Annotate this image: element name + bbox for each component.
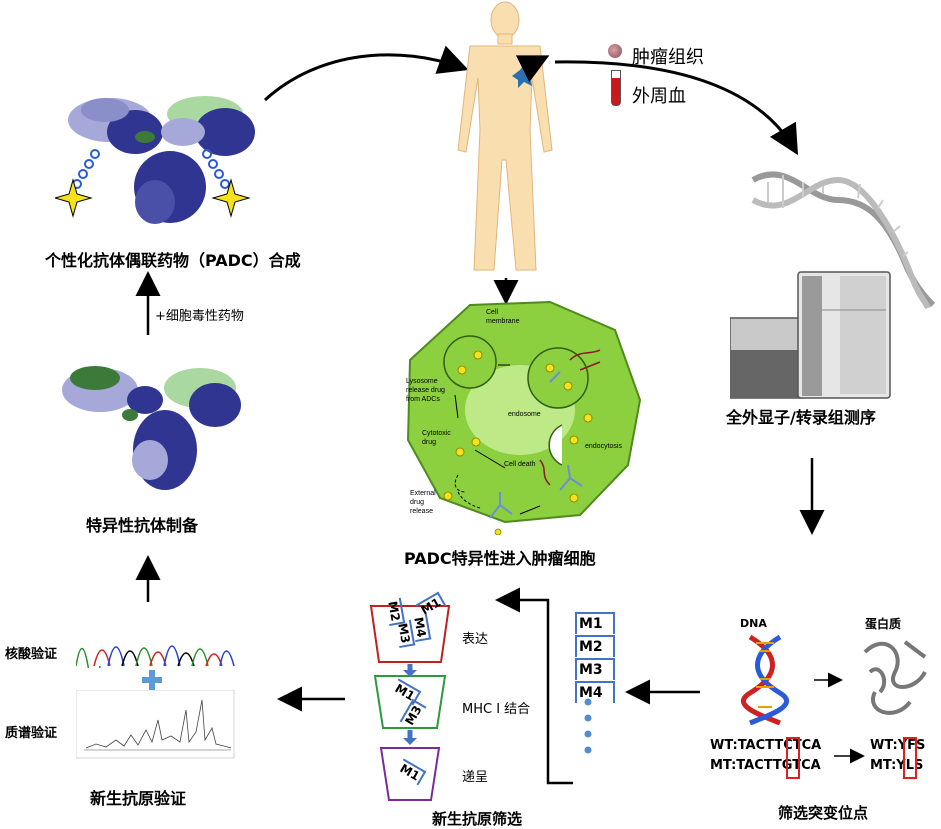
- sequencer-machine: [730, 271, 891, 399]
- tumor-cell-illustration: Cell membrane Lysosome release drug from…: [406, 300, 642, 535]
- sequencing-label: 全外显子/转录组测序: [726, 408, 876, 427]
- arrow-antibody-to-patient: [263, 45, 469, 102]
- peripheral-blood-label: 外周血: [632, 86, 686, 107]
- cytotoxic-drug-label: +细胞毒性药物: [155, 309, 244, 324]
- drug-star-right: [211, 178, 251, 218]
- cytotoxic-drug-cell-label: Cytotoxic: [422, 430, 451, 437]
- antibody-illustration: [62, 366, 241, 490]
- svg-text:membrane: membrane: [486, 318, 520, 325]
- lysosome-label: Lysosome: [406, 378, 438, 385]
- candidate-list: M1 M2 M3 M4: [575, 612, 615, 703]
- arrow-patient-to-sequencing: [554, 60, 799, 156]
- dna-helix-colored: [740, 635, 790, 725]
- protein-wt-sequence: WT:YFS: [870, 738, 926, 753]
- padc-entry-label: PADC特异性进入肿瘤细胞: [404, 549, 596, 568]
- sequencing-chromatogram: [76, 645, 235, 668]
- plus-icon: [142, 670, 162, 690]
- svg-text:from ADCs: from ADCs: [406, 396, 440, 403]
- protein-label: 蛋白质: [865, 617, 902, 631]
- candidate-ellipsis-dots: [584, 698, 592, 754]
- svg-text:drug: drug: [410, 499, 424, 506]
- mass-spectrum: [76, 690, 235, 759]
- dna-helix-illustration: [751, 171, 936, 310]
- endocytosis-label: endocytosis: [585, 443, 622, 450]
- padc-synthesis-label: 个性化抗体偶联药物（PADC）合成: [45, 251, 301, 270]
- tumor-tissue-label: 肿瘤组织: [632, 47, 704, 68]
- protein-mt-sequence: MT:YLS: [870, 758, 924, 773]
- expression-label: 表达: [462, 632, 489, 647]
- neoantigen-screening-label: 新生抗原筛选: [432, 810, 523, 828]
- dna-mt-sequence: MT:TACTTGTCA: [710, 758, 821, 773]
- cell-death-label: Cell death: [504, 461, 536, 468]
- padc-illustration: [55, 96, 255, 224]
- mhc-binding-label: MHC I 结合: [462, 702, 531, 717]
- arrow-candidates-to-funnel: [495, 587, 573, 785]
- nucleic-acid-label: 核酸验证: [5, 647, 58, 662]
- svg-text:drug: drug: [422, 439, 436, 446]
- neoantigen-funnel: [369, 605, 451, 801]
- candidate-m4: M4: [575, 681, 615, 703]
- candidate-m2: M2: [575, 635, 615, 657]
- candidate-m3: M3: [575, 658, 615, 680]
- svg-text:release: release: [410, 508, 433, 515]
- external-release-label: External: [410, 490, 436, 497]
- dna-wt-sequence: WT:TACTTCTCA: [710, 738, 822, 753]
- human-body-illustration: [457, 1, 553, 271]
- drug-star-left: [55, 178, 93, 218]
- tumor-tissue-icon: [608, 44, 622, 58]
- dna-mutation-highlight: [786, 737, 800, 779]
- neoantigen-validation-label: 新生抗原验证: [90, 789, 187, 808]
- mutation-screening-label: 筛选突变位点: [778, 804, 869, 822]
- svg-text:release drug: release drug: [406, 387, 445, 394]
- mass-spec-label: 质谱验证: [5, 726, 58, 741]
- blood-tube-icon: [611, 70, 621, 106]
- candidate-m1: M1: [575, 612, 615, 634]
- dna-label: DNA: [740, 617, 767, 630]
- presentation-label: 递呈: [462, 770, 489, 785]
- cell-membrane-label: Cell: [486, 309, 499, 316]
- endosome-label: endosome: [508, 411, 541, 418]
- specific-antibody-label: 特异性抗体制备: [86, 516, 199, 535]
- protein-mutation-highlight: [903, 737, 917, 779]
- protein-structure: [863, 640, 927, 715]
